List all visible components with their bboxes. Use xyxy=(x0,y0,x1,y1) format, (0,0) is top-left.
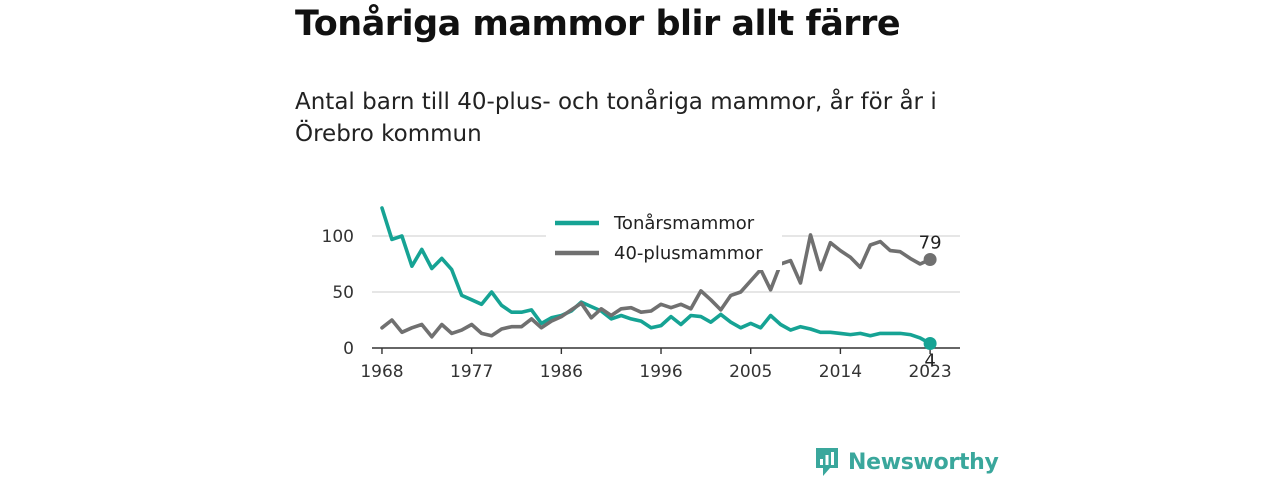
legend: Tonårsmammor 40-plusmammor xyxy=(546,206,782,270)
x-tick-label-1996: 1996 xyxy=(639,362,682,382)
legend-background xyxy=(546,206,782,270)
x-tick-label-1986: 1986 xyxy=(540,362,583,382)
brand-logo: Newsworthy xyxy=(814,446,999,478)
x-tick-label-2005: 2005 xyxy=(729,362,772,382)
series-end-label-2: 79 xyxy=(919,233,942,254)
newsworthy-logo-icon xyxy=(816,448,838,476)
x-tick-label-2023: 2023 xyxy=(908,362,951,382)
series-line-1 xyxy=(380,206,932,346)
x-tick-label-1977: 1977 xyxy=(450,362,493,382)
chart-subtitle: Antal barn till 40-plus- och tonåriga ma… xyxy=(295,89,937,147)
legend-label-1: Tonårsmammor xyxy=(613,213,755,234)
y-axis: 0 50 100 xyxy=(322,227,354,359)
legend-label-2: 40-plusmammor xyxy=(614,243,763,264)
series-end-label-1: 4 xyxy=(924,351,935,372)
series-end-marker-2 xyxy=(923,253,937,267)
x-tick-label-1968: 1968 xyxy=(360,362,403,382)
y-tick-label-0: 0 xyxy=(343,339,354,359)
y-tick-label-100: 100 xyxy=(322,227,354,247)
series-end-marker-1 xyxy=(923,337,937,351)
x-axis: 1968 1977 1986 1996 2005 2014 2023 xyxy=(360,347,960,382)
series-line-2 xyxy=(380,233,932,339)
chart-title: Tonåriga mammor blir allt färre xyxy=(295,4,901,44)
y-tick-label-50: 50 xyxy=(332,283,354,303)
series-group: 4 79 xyxy=(380,206,942,372)
x-tick-label-2014: 2014 xyxy=(819,362,862,382)
brand-name: Newsworthy xyxy=(848,449,999,475)
